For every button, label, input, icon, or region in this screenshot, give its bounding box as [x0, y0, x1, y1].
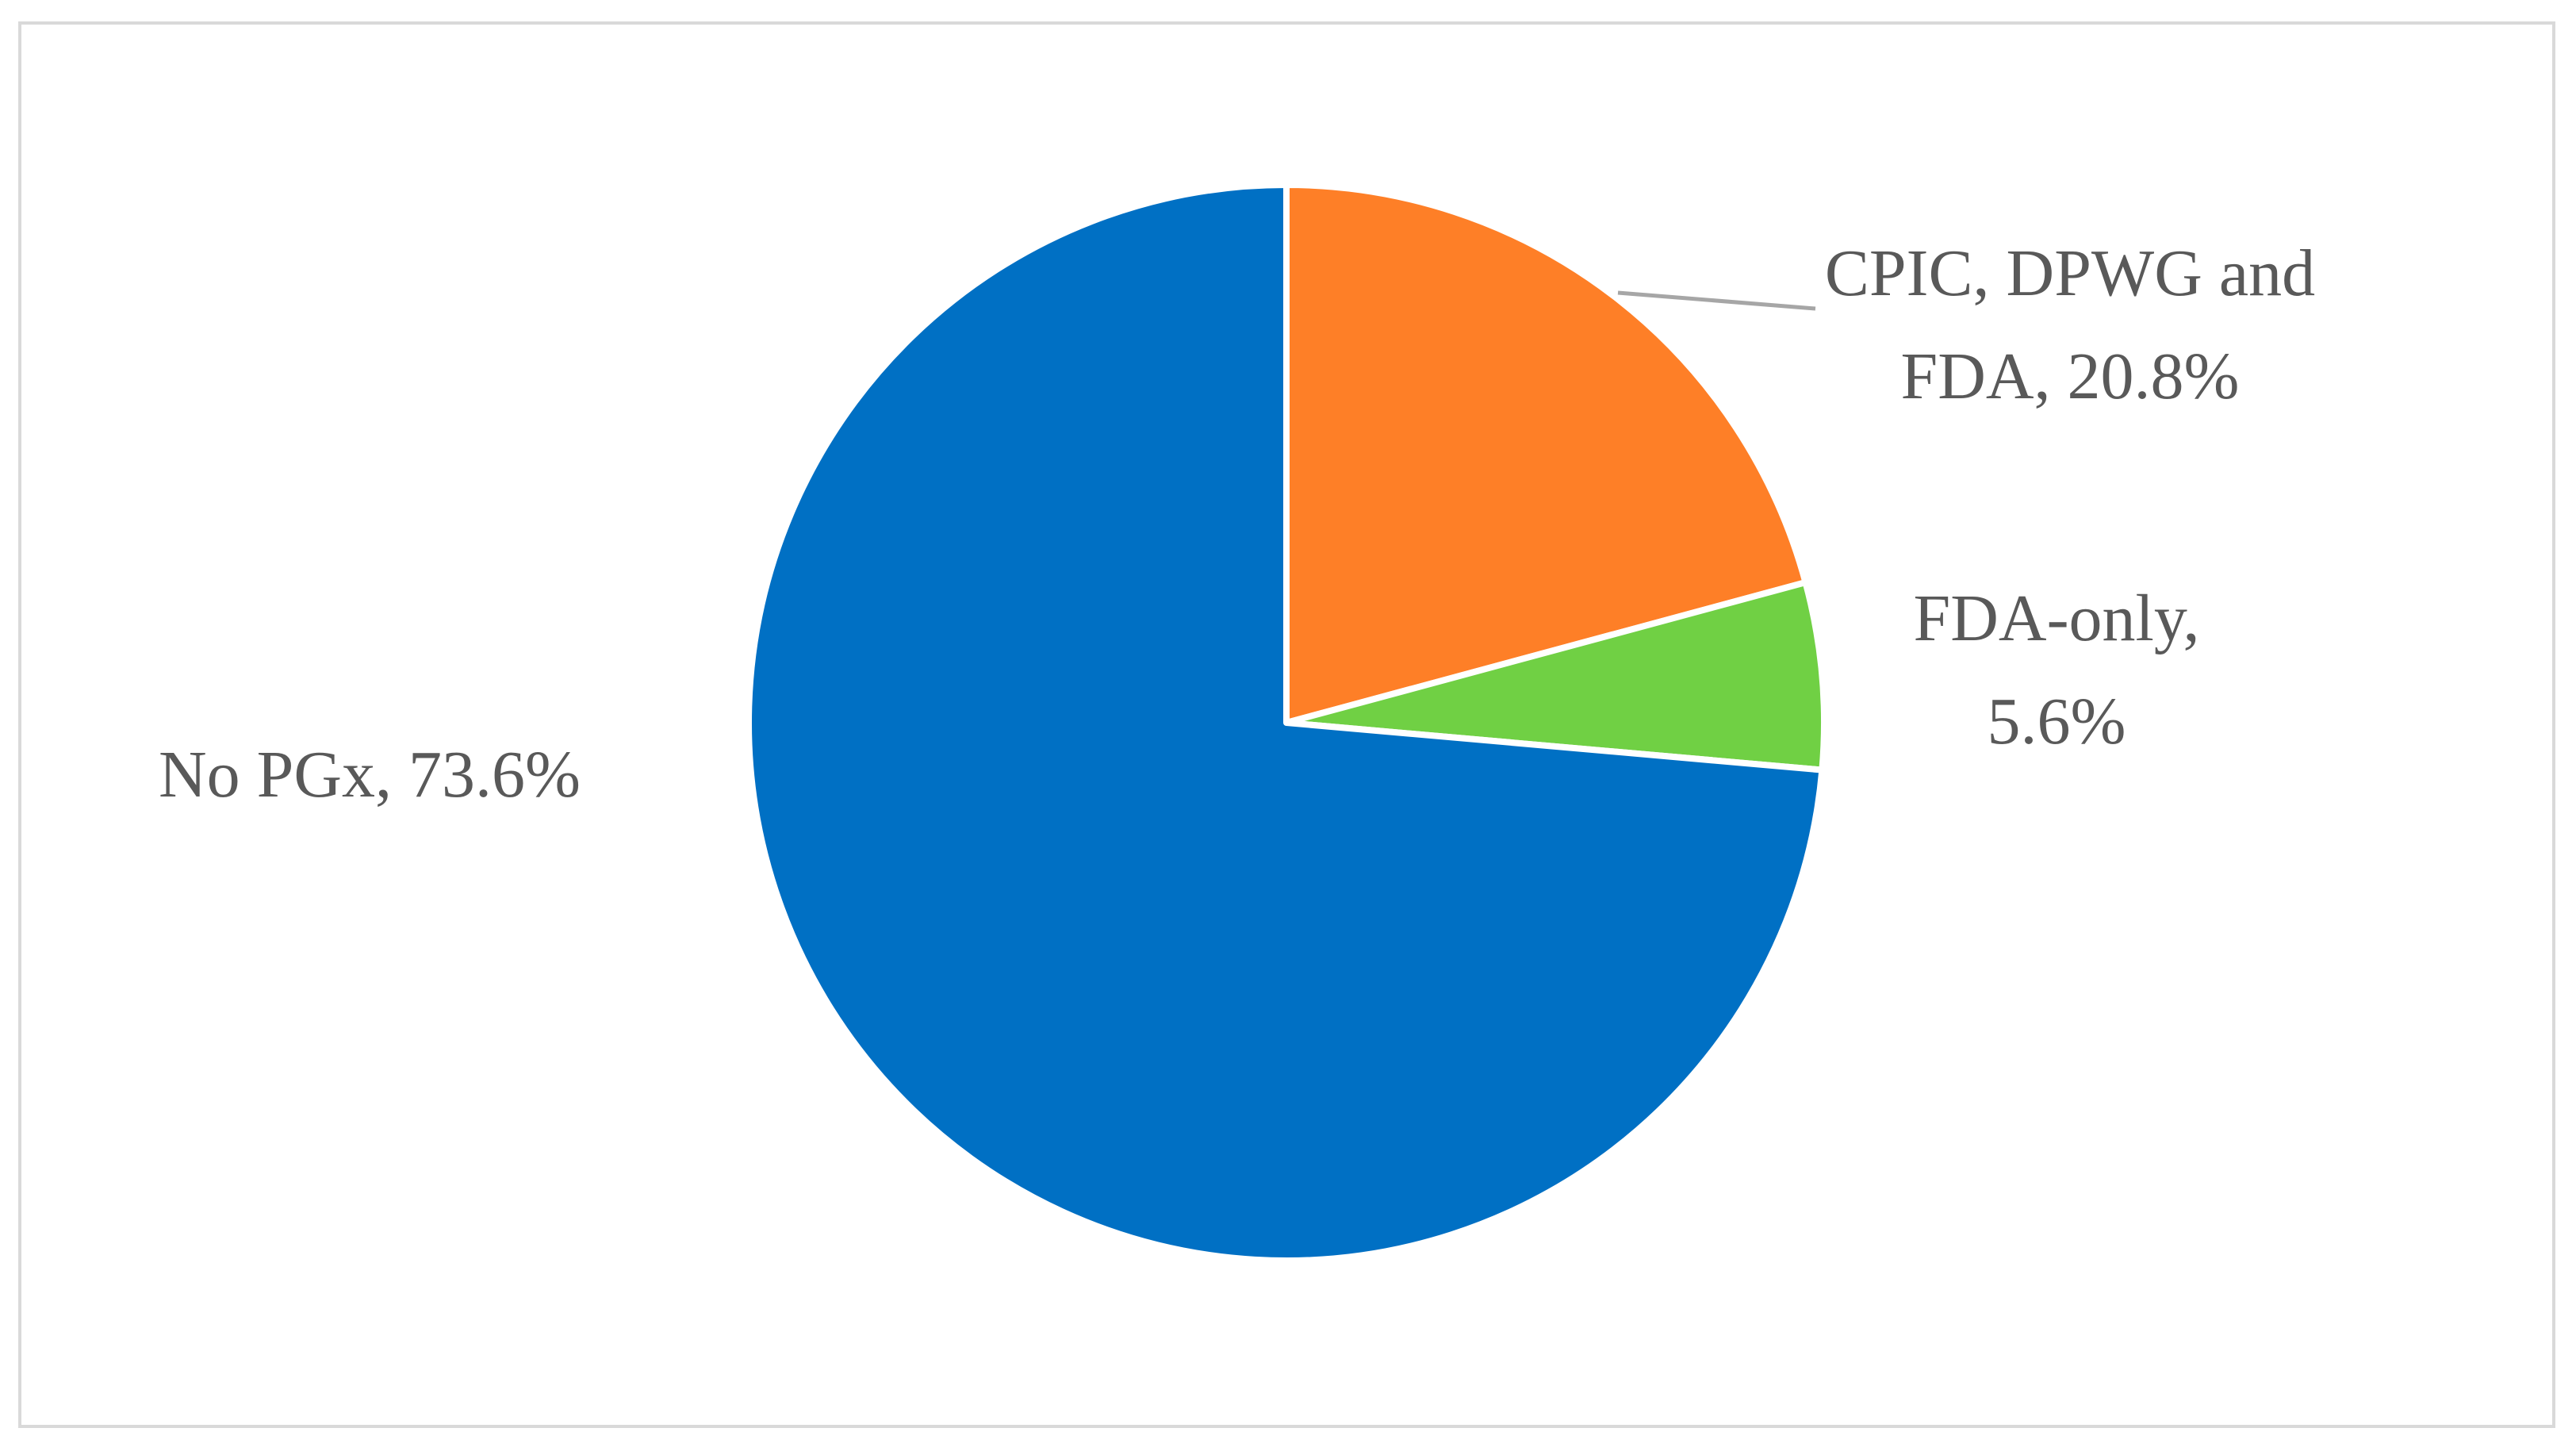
- leader-line: [1617, 290, 1816, 311]
- pie-slice: [1283, 182, 1809, 726]
- pie-slice: [746, 182, 1826, 1264]
- data-label: No PGx, 73.6%: [159, 738, 581, 812]
- data-label: FDA-only, 5.6%: [1913, 582, 2200, 758]
- pie-slice: [1283, 579, 1827, 773]
- data-label: CPIC, DPWG and FDA, 20.8%: [1824, 236, 2316, 413]
